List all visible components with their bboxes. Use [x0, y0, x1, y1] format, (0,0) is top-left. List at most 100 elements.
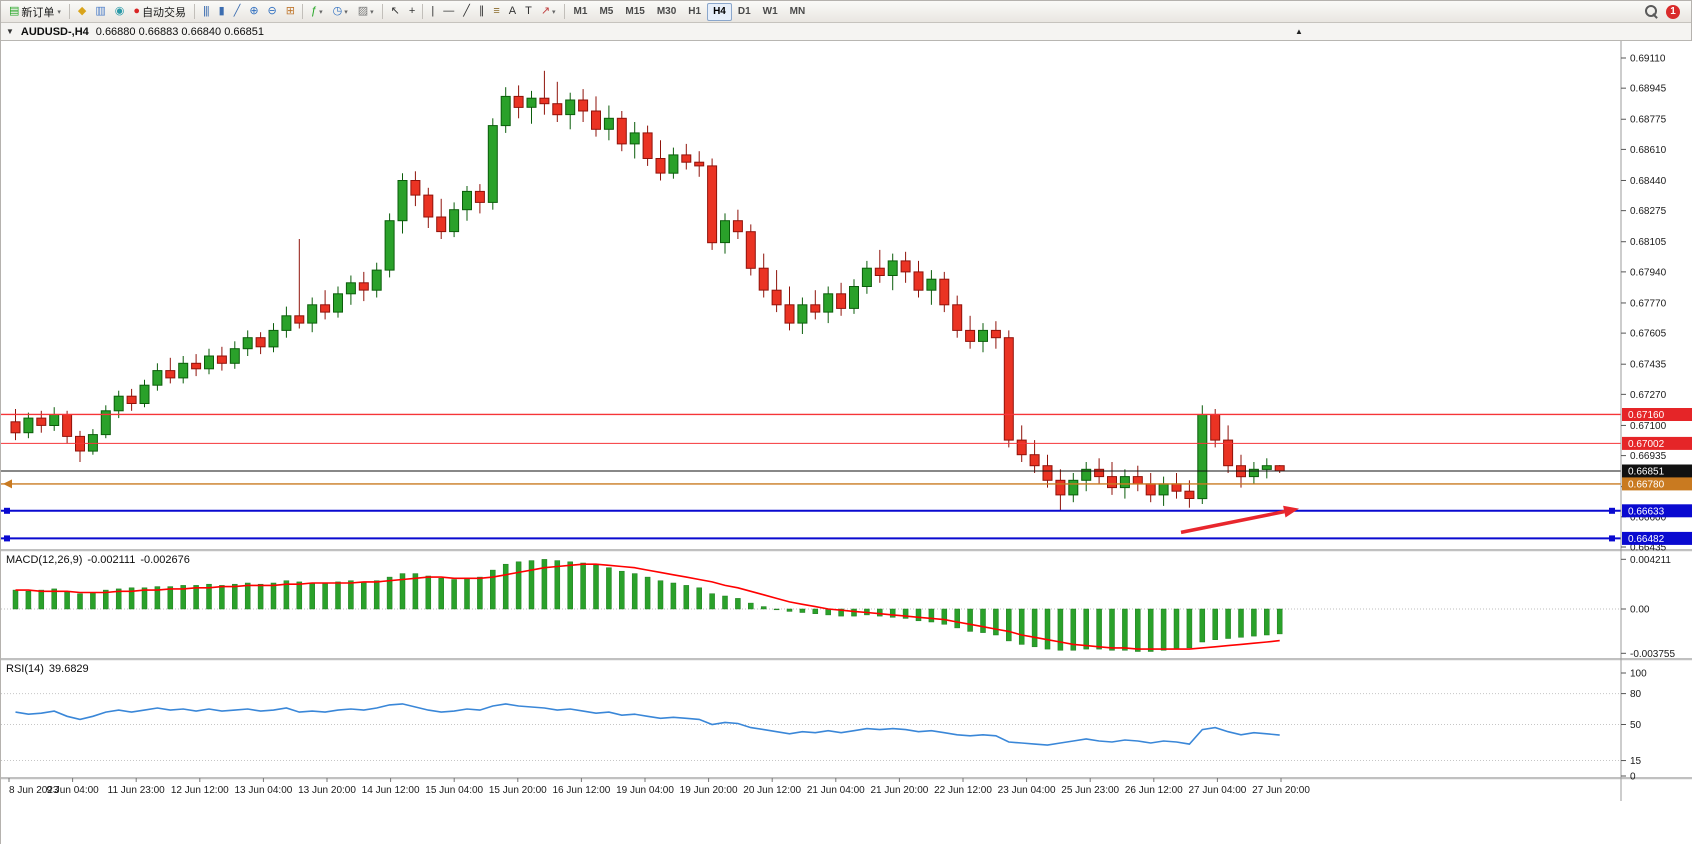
- trendline-icon: ╱: [463, 5, 470, 17]
- new-order-button[interactable]: ▤ 新订单 ▾: [4, 2, 66, 21]
- arrow-annotation[interactable]: [1180, 509, 1285, 535]
- toolbar-right: 1: [1645, 4, 1688, 19]
- zoom-out-button[interactable]: ⊖: [263, 2, 281, 21]
- arrows-button[interactable]: ↗ ▾: [536, 2, 561, 21]
- chart-shift-marker-icon[interactable]: ▲: [1295, 27, 1303, 36]
- navigator-button[interactable]: ◉: [110, 2, 129, 21]
- price-tick-label: 0.68775: [1630, 115, 1667, 126]
- candle-body: [397, 180, 408, 222]
- macd-bar: [103, 589, 109, 610]
- timeframe-h4[interactable]: H4: [707, 2, 732, 21]
- price-tick-label: 0.66935: [1630, 451, 1667, 462]
- line-handle[interactable]: [3, 479, 12, 489]
- bar-chart-icon: |||: [203, 5, 210, 17]
- indicators-button[interactable]: ƒ ▾: [306, 2, 328, 21]
- macd-bar: [619, 570, 625, 610]
- macd-bar: [1018, 608, 1025, 645]
- line-handle[interactable]: [4, 507, 10, 514]
- navigator-icon: ◉: [114, 5, 125, 17]
- auto-trading-button[interactable]: ● 自动交易: [128, 2, 191, 21]
- zoom-in-button[interactable]: ⊕: [244, 2, 262, 21]
- macd-bar: [309, 582, 315, 610]
- price-tick-label: 0.69110: [1630, 54, 1666, 65]
- time-label: 15 Jun 20:00: [489, 785, 547, 796]
- candle-body: [87, 434, 98, 452]
- macd-bar: [1031, 608, 1038, 648]
- search-icon[interactable]: [1645, 5, 1658, 18]
- autotrading-icon: ●: [133, 5, 140, 17]
- timeframe-m30[interactable]: M30: [656, 6, 677, 17]
- timeframe-w1[interactable]: W1: [762, 6, 778, 17]
- candle-body: [449, 209, 460, 233]
- candle-body: [229, 348, 240, 364]
- market-watch-button[interactable]: ◆: [73, 2, 90, 21]
- line-handle[interactable]: [1609, 535, 1615, 542]
- macd-bar: [541, 559, 548, 610]
- periods-button[interactable]: ◷ ▾: [328, 2, 353, 21]
- collapse-icon[interactable]: ▼: [6, 27, 14, 36]
- candle-body: [345, 282, 356, 295]
- timeframe-mn[interactable]: MN: [789, 6, 806, 17]
- tile-windows-button[interactable]: ⊞: [281, 2, 299, 21]
- macd-bar: [386, 576, 393, 610]
- candle-body: [1081, 468, 1092, 481]
- line-chart-button[interactable]: ╱: [229, 2, 245, 21]
- candle-body: [681, 154, 692, 163]
- macd-bar: [412, 573, 419, 610]
- candlestick-chart-button[interactable]: ▮: [214, 2, 229, 21]
- candle-body: [49, 414, 60, 426]
- timeframe-h1[interactable]: H1: [688, 6, 702, 17]
- macd-bar: [954, 608, 960, 629]
- chart-symbol-period: AUDUSD-,H4: [20, 25, 89, 38]
- fibonacci-button[interactable]: ≡: [488, 2, 503, 21]
- price-tick-label: 0.67770: [1630, 298, 1667, 309]
- price-tick-label: 0.67940: [1630, 267, 1667, 278]
- line-handle[interactable]: [4, 535, 10, 542]
- macd-bar: [683, 585, 690, 610]
- price-tick-label: 0.68610: [1630, 145, 1667, 156]
- macd-bar: [38, 589, 45, 610]
- candle-body: [965, 329, 976, 342]
- line-handle[interactable]: [1609, 507, 1615, 514]
- cursor-icon: ↖: [390, 5, 400, 17]
- chart-plot-area[interactable]: [1, 41, 1621, 550]
- horizontal-line-button[interactable]: —: [438, 2, 458, 21]
- label-button[interactable]: T: [520, 2, 536, 21]
- templates-button[interactable]: ▨ ▾: [353, 2, 379, 21]
- candle-body: [268, 329, 279, 348]
- candle-body: [333, 293, 343, 313]
- cursor-button[interactable]: ↖: [386, 2, 404, 21]
- vertical-line-button[interactable]: |: [426, 2, 438, 21]
- candle-body: [216, 355, 227, 364]
- tile-windows-icon: ⊞: [285, 5, 295, 17]
- candle-body: [1184, 490, 1195, 500]
- macd-bar: [993, 608, 999, 636]
- candle-body: [771, 289, 782, 306]
- arrow-annotation-head[interactable]: [1283, 505, 1299, 518]
- macd-bar: [90, 592, 96, 610]
- rsi-value: 39.6829: [48, 663, 89, 675]
- candle-body: [565, 99, 576, 116]
- toolbar: ▤ 新订单 ▾ ◆ ▥ ◉ ● 自动交易 ||| ▮ ╱ ⊕ ⊖ ⊞ ƒ ▾ ◷ ▾ ▨ ▾ ↖ + | — ╱ ∥ ≡ A T ↗ ▾ M1…: [1, 1, 1691, 23]
- macd-bar: [399, 573, 406, 610]
- candle-body: [861, 267, 872, 287]
- candle-body: [242, 337, 253, 350]
- candle-body: [281, 315, 292, 331]
- timeframe-d1[interactable]: D1: [737, 6, 751, 17]
- trendline-button[interactable]: ╱: [458, 2, 474, 21]
- crosshair-button[interactable]: +: [404, 2, 419, 21]
- price-line-badge: [1622, 531, 1692, 545]
- clock-icon: ◷: [332, 5, 343, 17]
- timeframe-m5[interactable]: M5: [599, 6, 614, 17]
- timeframe-m15[interactable]: M15: [625, 6, 645, 17]
- timeframe-m1[interactable]: M1: [573, 6, 588, 17]
- channel-button[interactable]: ∥: [474, 2, 489, 21]
- macd-bar: [373, 580, 380, 610]
- macd-bar: [1122, 608, 1128, 651]
- notification-badge[interactable]: 1: [1666, 4, 1680, 19]
- data-window-button[interactable]: ▥: [90, 2, 109, 21]
- text-button[interactable]: A: [504, 2, 520, 21]
- candle-body: [629, 132, 640, 145]
- bar-chart-button[interactable]: |||: [198, 2, 214, 21]
- macd-bar: [464, 578, 470, 610]
